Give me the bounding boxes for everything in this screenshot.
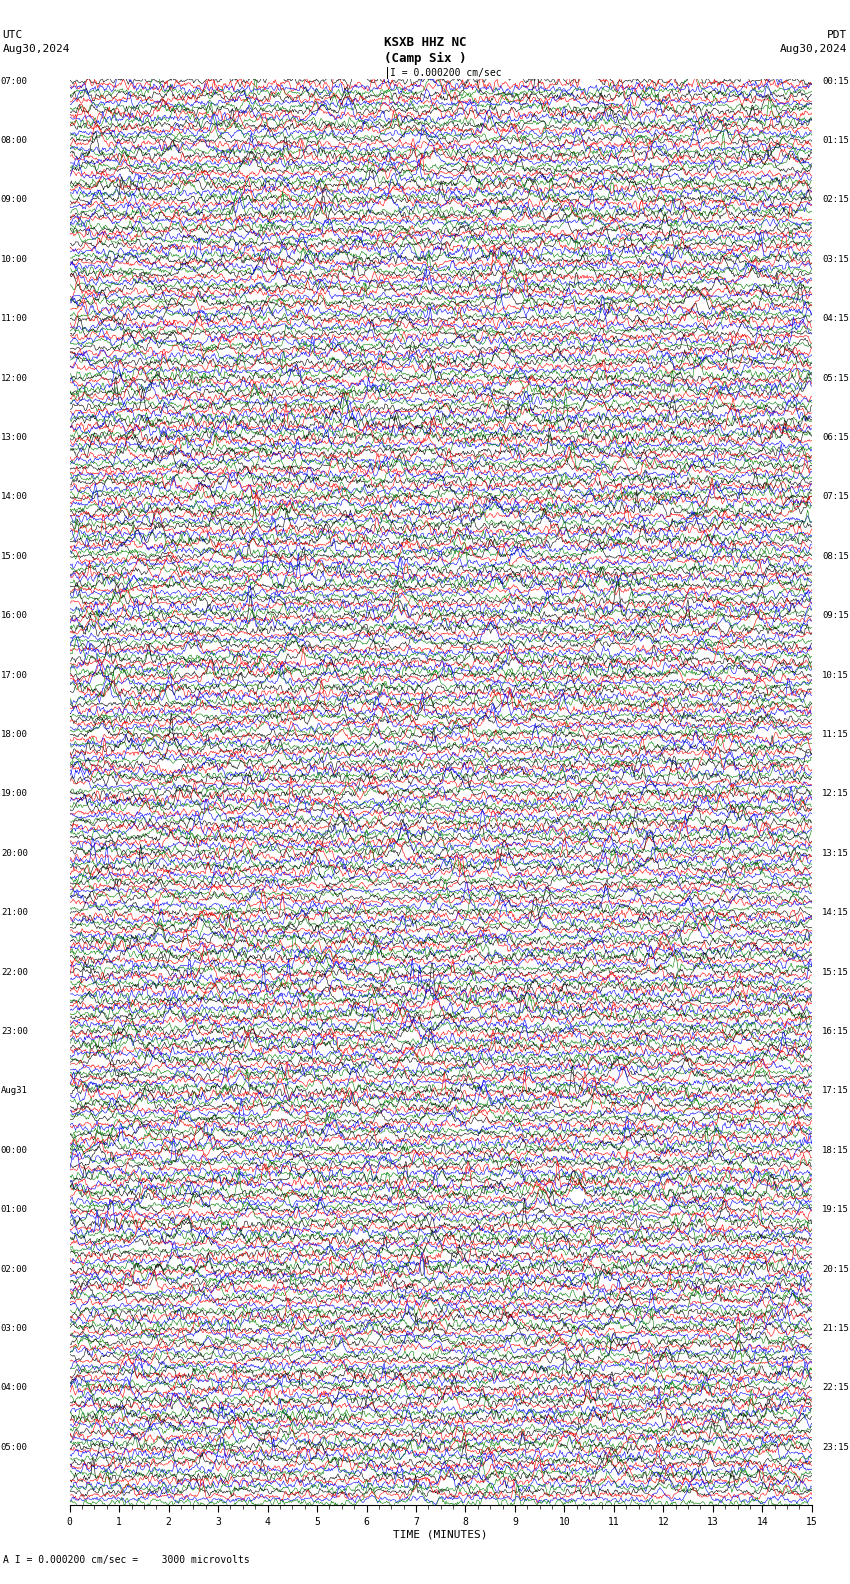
Text: 04:00: 04:00	[1, 1383, 28, 1392]
Text: 17:00: 17:00	[1, 670, 28, 680]
Text: 00:15: 00:15	[822, 76, 849, 86]
Text: 03:15: 03:15	[822, 255, 849, 265]
Text: 14:15: 14:15	[822, 908, 849, 917]
Text: 07:00: 07:00	[1, 76, 28, 86]
Text: 14:00: 14:00	[1, 493, 28, 502]
Text: 23:15: 23:15	[822, 1443, 849, 1453]
Text: I = 0.000200 cm/sec: I = 0.000200 cm/sec	[390, 68, 502, 78]
Text: 18:15: 18:15	[822, 1145, 849, 1155]
Text: 04:15: 04:15	[822, 314, 849, 323]
Text: Aug30,2024: Aug30,2024	[3, 44, 70, 54]
Text: 19:15: 19:15	[822, 1205, 849, 1215]
Text: 07:15: 07:15	[822, 493, 849, 502]
Text: 21:00: 21:00	[1, 908, 28, 917]
Text: 19:00: 19:00	[1, 789, 28, 798]
Text: 12:00: 12:00	[1, 374, 28, 383]
Text: 01:15: 01:15	[822, 136, 849, 146]
X-axis label: TIME (MINUTES): TIME (MINUTES)	[394, 1530, 488, 1540]
Text: 13:15: 13:15	[822, 849, 849, 859]
Text: A I = 0.000200 cm/sec =    3000 microvolts: A I = 0.000200 cm/sec = 3000 microvolts	[3, 1555, 249, 1565]
Text: 10:15: 10:15	[822, 670, 849, 680]
Text: 02:15: 02:15	[822, 195, 849, 204]
Text: 05:00: 05:00	[1, 1443, 28, 1453]
Text: 15:00: 15:00	[1, 551, 28, 561]
Text: 22:15: 22:15	[822, 1383, 849, 1392]
Text: 11:00: 11:00	[1, 314, 28, 323]
Text: 21:15: 21:15	[822, 1324, 849, 1334]
Text: KSXB HHZ NC: KSXB HHZ NC	[383, 36, 467, 49]
Text: 15:15: 15:15	[822, 968, 849, 977]
Text: 05:15: 05:15	[822, 374, 849, 383]
Text: PDT: PDT	[827, 30, 847, 40]
Text: Aug30,2024: Aug30,2024	[780, 44, 847, 54]
Text: UTC: UTC	[3, 30, 23, 40]
Text: 20:15: 20:15	[822, 1264, 849, 1274]
Text: 09:15: 09:15	[822, 611, 849, 621]
Text: 17:15: 17:15	[822, 1087, 849, 1096]
Text: Aug31: Aug31	[1, 1087, 28, 1096]
Text: 22:00: 22:00	[1, 968, 28, 977]
Text: 16:15: 16:15	[822, 1026, 849, 1036]
Text: 13:00: 13:00	[1, 432, 28, 442]
Text: 08:00: 08:00	[1, 136, 28, 146]
Text: 08:15: 08:15	[822, 551, 849, 561]
Text: 09:00: 09:00	[1, 195, 28, 204]
Text: 01:00: 01:00	[1, 1205, 28, 1215]
Text: 02:00: 02:00	[1, 1264, 28, 1274]
Text: 23:00: 23:00	[1, 1026, 28, 1036]
Text: 16:00: 16:00	[1, 611, 28, 621]
Text: 10:00: 10:00	[1, 255, 28, 265]
Text: 12:15: 12:15	[822, 789, 849, 798]
Text: 03:00: 03:00	[1, 1324, 28, 1334]
Text: 00:00: 00:00	[1, 1145, 28, 1155]
Text: 18:00: 18:00	[1, 730, 28, 740]
Text: (Camp Six ): (Camp Six )	[383, 52, 467, 65]
Text: 11:15: 11:15	[822, 730, 849, 740]
Text: 06:15: 06:15	[822, 432, 849, 442]
Text: 20:00: 20:00	[1, 849, 28, 859]
